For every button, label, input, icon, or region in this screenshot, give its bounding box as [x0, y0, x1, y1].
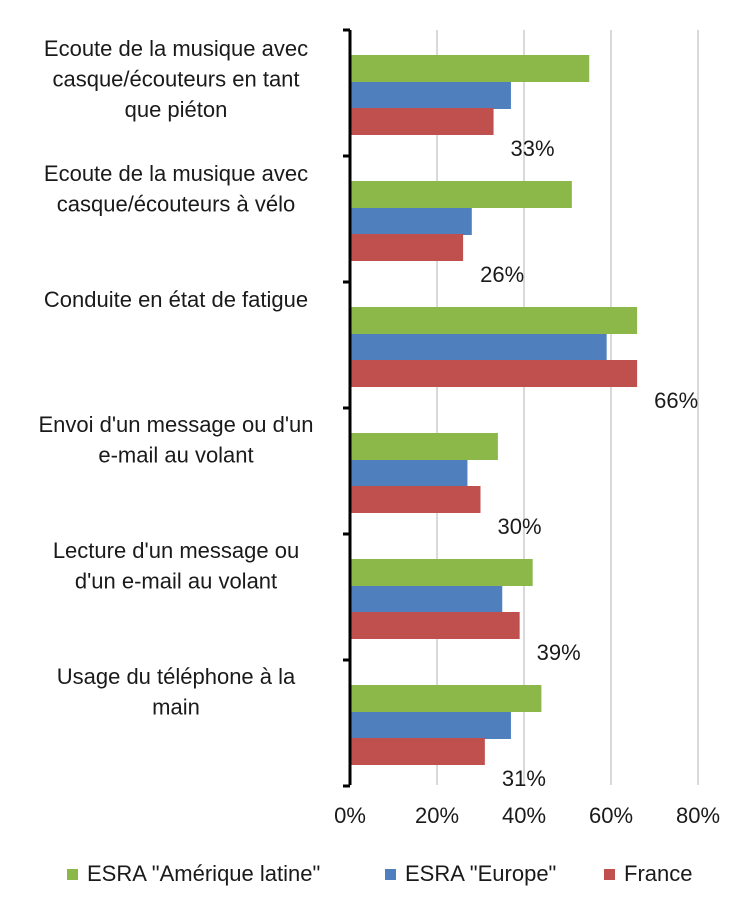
- bar-1-4: [350, 433, 498, 460]
- bar-2-6: [350, 712, 511, 739]
- bar-2-3: [350, 334, 607, 361]
- bar-2-1: [350, 82, 511, 109]
- bar-1-1: [350, 55, 590, 82]
- legend-item-france: France: [604, 856, 692, 892]
- bar-1-2: [350, 181, 572, 208]
- category-label-5-line-1: Lecture d'un message ou: [53, 538, 299, 563]
- bar-1-6: [350, 685, 542, 712]
- bar-3-4: [350, 486, 481, 513]
- category-label-2-line-1: Ecoute de la musique avec: [44, 161, 308, 186]
- x-tick-label-4: 80%: [676, 803, 720, 828]
- bar-2-2: [350, 208, 472, 235]
- category-label-5-line-2: d'un e-mail au volant: [75, 569, 277, 594]
- bar-1-5: [350, 559, 533, 586]
- category-label-1-line-1: Ecoute de la musique avec: [44, 36, 308, 61]
- category-label-6-line-2: main: [152, 695, 200, 720]
- bar-3-5: [350, 612, 520, 639]
- bar-3-2: [350, 234, 464, 261]
- category-label-1-line-2: casque/écouteurs en tant: [52, 67, 299, 92]
- bar-2-5: [350, 586, 503, 613]
- legend-label-france: France: [624, 861, 693, 886]
- legend-swatch-amerique-latine: [67, 868, 78, 880]
- legend-label-europe: ESRA "Europe": [405, 861, 557, 886]
- category-label-3-line-1: Conduite en état de fatigue: [44, 287, 308, 312]
- data-label-2: 26%: [480, 262, 524, 287]
- category-label-4-line-2: e-mail au volant: [98, 443, 253, 468]
- legend: ESRA "Amérique latine" ESRA "Europe" Fra…: [0, 856, 751, 892]
- x-tick-label-1: 20%: [415, 803, 459, 828]
- category-label-2-line-2: casque/écouteurs à vélo: [57, 192, 296, 217]
- data-label-4: 30%: [498, 514, 542, 539]
- x-tick-label-2: 40%: [502, 803, 546, 828]
- data-label-6: 31%: [502, 766, 546, 791]
- bar-3-6: [350, 738, 485, 765]
- legend-swatch-europe: [385, 868, 396, 880]
- legend-item-europe: ESRA "Europe": [385, 856, 556, 892]
- bar-1-3: [350, 307, 638, 334]
- bar-3-3: [350, 360, 638, 387]
- data-label-3: 66%: [654, 388, 698, 413]
- x-tick-label-0: 0%: [334, 803, 366, 828]
- legend-label-amerique-latine: ESRA "Amérique latine": [87, 861, 321, 886]
- bar-3-1: [350, 108, 494, 135]
- bar-2-4: [350, 460, 468, 487]
- legend-swatch-france: [604, 868, 615, 880]
- category-label-4-line-1: Envoi d'un message ou d'un: [38, 412, 313, 437]
- category-label-6-line-1: Usage du téléphone à la: [57, 664, 296, 689]
- category-label-1-line-3: que piéton: [125, 97, 228, 122]
- data-label-5: 39%: [537, 640, 581, 665]
- x-tick-label-3: 60%: [589, 803, 633, 828]
- data-label-1: 33%: [511, 136, 555, 161]
- legend-item-amerique-latine: ESRA "Amérique latine": [67, 856, 320, 892]
